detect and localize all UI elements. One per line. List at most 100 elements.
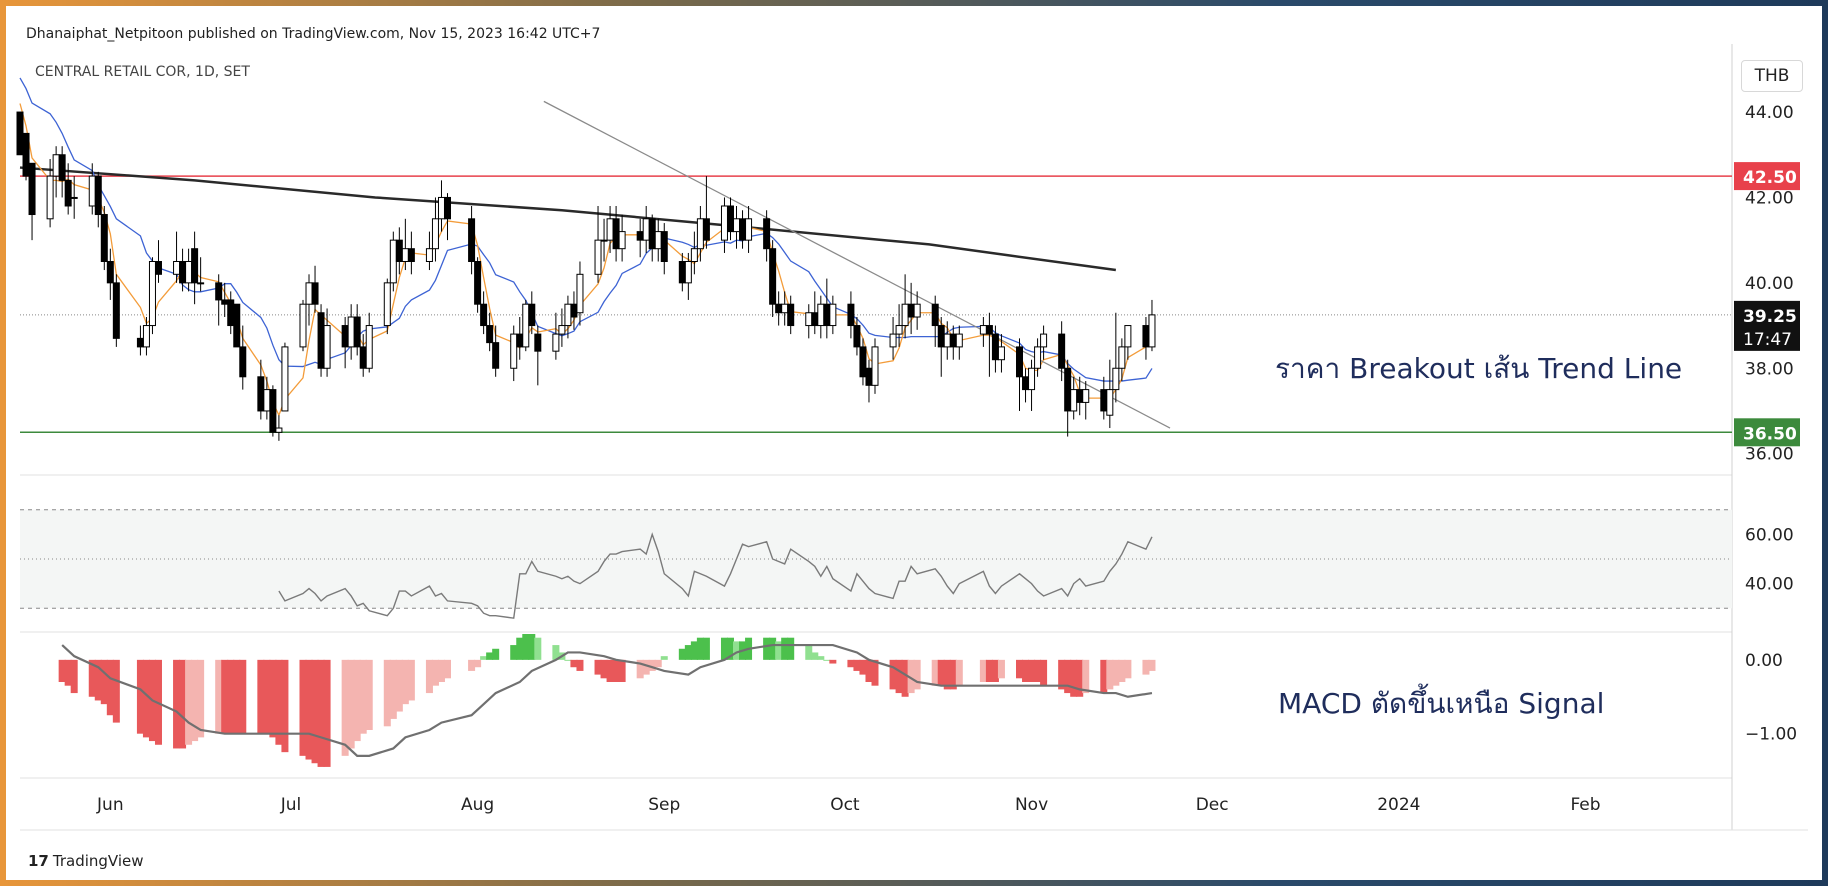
candle-body	[733, 218, 741, 233]
candle-body	[558, 325, 566, 335]
macd-histogram-bar	[389, 659, 397, 719]
candle-body	[654, 231, 662, 250]
candle-body	[817, 303, 825, 327]
macd-histogram-bar	[865, 659, 873, 682]
macd-histogram-bar	[299, 659, 307, 756]
macd-histogram-bar	[618, 659, 626, 682]
candle-body	[1076, 389, 1084, 403]
candle-body	[474, 261, 482, 305]
candle-body	[979, 325, 987, 335]
macd-histogram-bar	[486, 652, 494, 660]
candle-body	[552, 333, 560, 352]
macd-histogram-bar	[889, 659, 897, 690]
candle-body	[383, 282, 391, 327]
macd-histogram-bar	[395, 659, 403, 712]
macd-histogram-bar	[281, 659, 289, 753]
macd-histogram-bar	[173, 659, 181, 749]
macd-histogram-bar	[112, 659, 120, 723]
macd-histogram-bar	[407, 659, 415, 701]
price-tick-label: 40.00	[1745, 274, 1794, 294]
macd-histogram-bar	[88, 659, 96, 697]
candle-body	[829, 303, 837, 327]
macd-histogram-bar	[58, 659, 66, 682]
time-axis-label: Oct	[830, 795, 860, 815]
macd-histogram-bar	[185, 659, 193, 745]
candle-body	[943, 333, 951, 348]
macd-histogram-bar	[997, 659, 1005, 679]
macd-histogram-bar	[600, 659, 608, 679]
candle-body	[179, 261, 187, 284]
macd-histogram-bar	[516, 637, 524, 660]
macd-histogram-bar	[510, 645, 518, 660]
macd-histogram-bar	[636, 659, 644, 679]
macd-histogram-bar	[811, 652, 819, 660]
candle-body	[901, 303, 909, 327]
candle-body	[528, 303, 536, 327]
macd-histogram-bar	[702, 637, 710, 660]
candle-body	[1022, 376, 1030, 391]
candle-body	[70, 196, 78, 199]
candle-body	[1124, 325, 1132, 348]
macd-histogram-bar	[901, 659, 909, 697]
candle-body	[1118, 346, 1126, 369]
candle-body	[492, 342, 500, 369]
macd-histogram-bar	[311, 659, 319, 764]
candle-body	[642, 218, 650, 241]
candle-body	[889, 333, 897, 348]
candle-body	[353, 316, 361, 348]
macd-histogram-bar	[955, 659, 963, 686]
candle-body	[425, 248, 433, 263]
macd-histogram-bar	[1028, 659, 1036, 682]
level-label: 36.50	[1743, 424, 1797, 444]
rsi-tick-label: 60.00	[1745, 525, 1794, 545]
macd-histogram-bar	[1142, 659, 1150, 675]
candle-body	[787, 303, 795, 327]
macd-histogram-bar	[829, 659, 837, 664]
candle-body	[1028, 367, 1036, 391]
macd-histogram-bar	[383, 659, 391, 727]
candle-body	[305, 282, 313, 305]
macd-histogram-bar	[94, 659, 102, 701]
macd-histogram-bar	[197, 659, 205, 738]
macd-histogram-bar	[1016, 659, 1024, 679]
candle-body	[311, 282, 319, 305]
macd-histogram-bar	[1124, 659, 1132, 679]
macd-histogram-bar	[787, 637, 795, 660]
candle-body	[745, 218, 753, 241]
candle-body	[648, 218, 656, 250]
candle-body	[173, 261, 181, 275]
candle-body	[781, 303, 789, 314]
currency-button[interactable]: THB	[1741, 60, 1803, 92]
candle-body	[1016, 346, 1024, 378]
candle-body	[636, 231, 644, 241]
candle-body	[154, 261, 162, 275]
macd-histogram-bar	[106, 659, 114, 716]
candle-body	[769, 248, 777, 305]
candle-body	[323, 325, 331, 369]
candle-body	[937, 325, 945, 348]
candle-body	[510, 333, 518, 369]
rsi-line	[278, 532, 1153, 619]
candle-body	[347, 316, 355, 348]
price-tick-label: 42.00	[1745, 188, 1794, 208]
candle-body	[696, 218, 704, 250]
brand-name: TradingView	[52, 852, 144, 870]
macd-histogram-bar	[660, 656, 668, 660]
macd-histogram-bar	[847, 659, 855, 668]
candle-body	[775, 303, 783, 314]
tradingview-brand: 17 TradingView	[28, 852, 144, 870]
macd-histogram-bar	[353, 659, 361, 742]
candle-body	[865, 367, 873, 386]
candle-body	[985, 325, 993, 335]
candle-body	[365, 325, 373, 369]
candle-body	[185, 261, 193, 284]
macd-histogram-bar	[1040, 659, 1048, 686]
macd-histogram-bar	[1064, 659, 1072, 694]
candle-body	[913, 303, 921, 318]
macd-histogram-bar	[474, 659, 482, 668]
macd-histogram-bar	[907, 659, 915, 694]
symbol-label: CENTRAL RETAIL COR, 1D, SET	[35, 64, 250, 80]
macd-histogram-bar	[221, 659, 229, 734]
macd-histogram-bar	[895, 659, 903, 694]
